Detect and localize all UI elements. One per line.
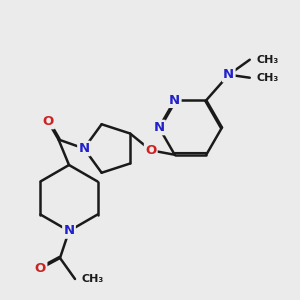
Text: O: O: [145, 144, 156, 157]
Text: N: N: [223, 68, 234, 81]
Text: N: N: [63, 224, 75, 238]
Text: N: N: [169, 94, 180, 107]
Text: CH₃: CH₃: [82, 274, 104, 284]
Text: O: O: [35, 262, 46, 275]
Text: CH₃: CH₃: [256, 73, 279, 83]
Text: N: N: [153, 121, 165, 134]
Text: CH₃: CH₃: [256, 55, 279, 65]
Text: O: O: [42, 115, 54, 128]
Text: N: N: [78, 142, 90, 155]
